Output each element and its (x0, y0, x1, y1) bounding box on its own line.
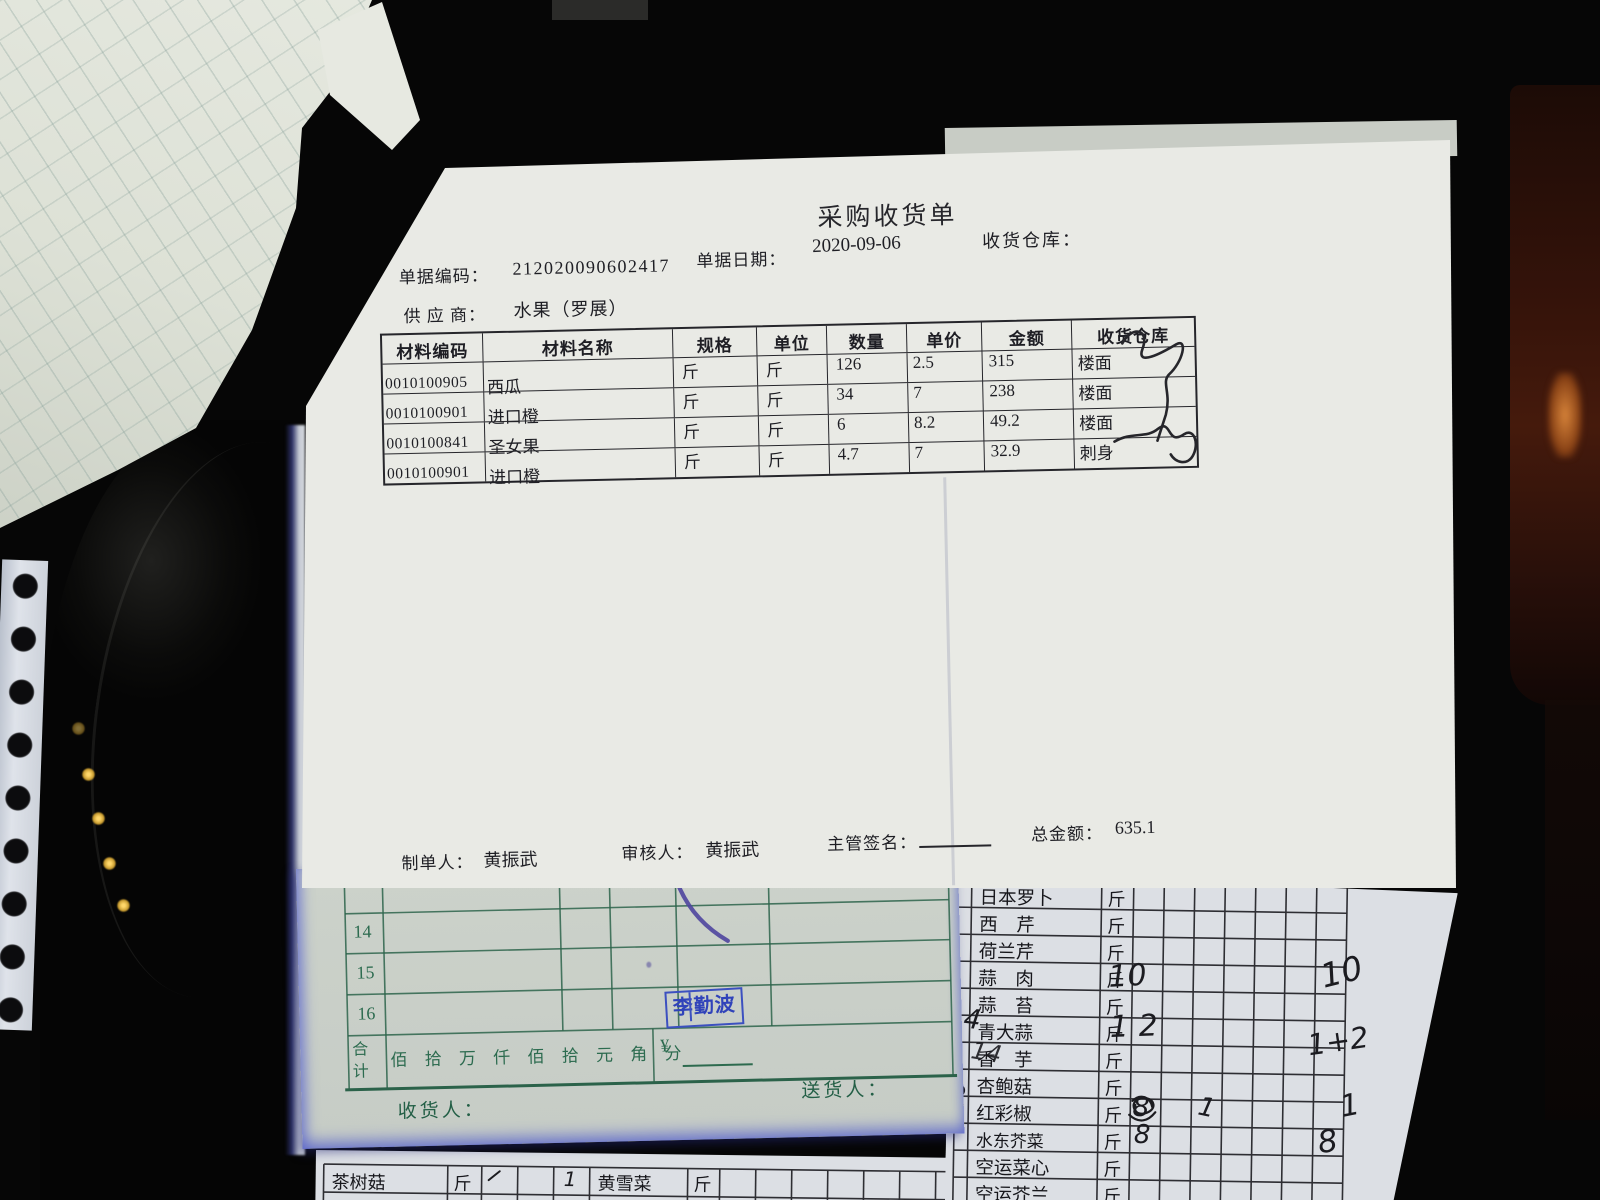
produce-name: 红彩椒 (976, 1104, 1032, 1126)
total-label: 总金额： (1030, 823, 1104, 845)
strip-grid (322, 1163, 966, 1200)
handwriting-mark: 1 (563, 1167, 577, 1192)
produce-name: 蒜 肉 (978, 969, 1034, 991)
receipt-content: 采购收货单 单据编码： 212020090602417 单据日期： 2020-0… (302, 140, 1456, 888)
handwriting-qty: 12 (1108, 1007, 1169, 1046)
background-red-highlight (1548, 372, 1582, 458)
strip-unit: 斤 (693, 1174, 712, 1195)
green-form-grid (343, 853, 958, 1092)
currency-symbol: ¥ (660, 1035, 670, 1056)
glow-dot (72, 722, 85, 735)
ink-dot (646, 961, 652, 968)
produce-name: 荷兰芹 (978, 942, 1035, 964)
receipt-footer: 制单人： 黄振武 审核人： 黄振武 主管签名： 总金额： 635.1 (302, 140, 1456, 888)
produce-name: 西 芹 (979, 915, 1035, 937)
supervisor-signature-line (918, 826, 992, 848)
handwriting-qty: 10 (1107, 957, 1148, 995)
produce-unit: 斤 (1103, 1132, 1122, 1153)
handwriting-margin: 14 (968, 1036, 1004, 1070)
produce-name: 水东芥菜 (975, 1131, 1044, 1152)
produce-name: 空运芥兰 (974, 1185, 1050, 1200)
produce-unit: 斤 (1102, 1186, 1122, 1200)
background-notch (552, 0, 648, 20)
scribble-overlay (1126, 1091, 1161, 1128)
maker-label: 制单人： (401, 852, 474, 874)
deliverer-label: 送货人： (801, 1079, 890, 1103)
green-row-number: 14 (353, 921, 372, 942)
handwritten-signature (1113, 330, 1198, 464)
produce-name: 蒜 苔 (977, 996, 1034, 1018)
glow-dot (92, 812, 105, 825)
purchase-receipt-paper: 采购收货单 单据编码： 212020090602417 单据日期： 2020-0… (302, 140, 1456, 888)
produce-unit: 斤 (1104, 1078, 1123, 1099)
background-red-shadow (1545, 700, 1600, 1120)
strip-name: 茶树菇 (331, 1172, 386, 1193)
green-row-number: 15 (356, 962, 375, 983)
produce-unit: 斤 (1103, 1159, 1122, 1180)
glow-dot (117, 899, 130, 912)
torn-paper-fragment (318, 2, 420, 150)
name-stamp: 李勤波 (664, 987, 745, 1029)
green-summary-form: 13 14 15 16 合计 佰 拾 万 仟 佰 拾 元 角 分 ¥ 收货人： … (296, 853, 965, 1149)
strip-unit: 斤 (453, 1173, 472, 1194)
total-value: 635.1 (1114, 816, 1156, 838)
produce-unit: 斤 (1107, 916, 1126, 937)
produce-form-bottom-strip: 茶树菇 斤 1 黄雪菜 斤 (315, 1150, 966, 1200)
produce-unit: 斤 (1107, 889, 1126, 910)
glow-dot (82, 768, 95, 781)
auditor-label: 审核人： (621, 842, 694, 864)
produce-list-form: 日本罗卜斤 西 芹斤 荷兰芹斤 蒜 肉斤 蒜 苔斤 青大蒜斤 香 芋斤 杏鲍菇斤… (945, 872, 1458, 1200)
glow-dot (103, 857, 116, 870)
supervisor-label: 主管签名： (826, 833, 918, 854)
produce-name: 空运菜心 (975, 1158, 1050, 1180)
produce-name: 杏鲍菇 (976, 1077, 1033, 1099)
maker-value: 黄振武 (483, 849, 538, 871)
green-row-number: 16 (357, 1003, 376, 1024)
tick-mark (487, 1170, 501, 1182)
produce-unit: 斤 (1104, 1051, 1124, 1072)
receiver-label: 收货人： (397, 1099, 486, 1123)
stamp-name: 李勤波 (672, 993, 737, 1020)
auditor-value: 黄振武 (705, 839, 760, 861)
total-row-label: 合计 (352, 1041, 370, 1081)
handwriting-qty: 8 (1133, 1119, 1151, 1151)
strip-name: 黄雪菜 (597, 1173, 652, 1195)
produce-unit: 斤 (1104, 1105, 1123, 1126)
